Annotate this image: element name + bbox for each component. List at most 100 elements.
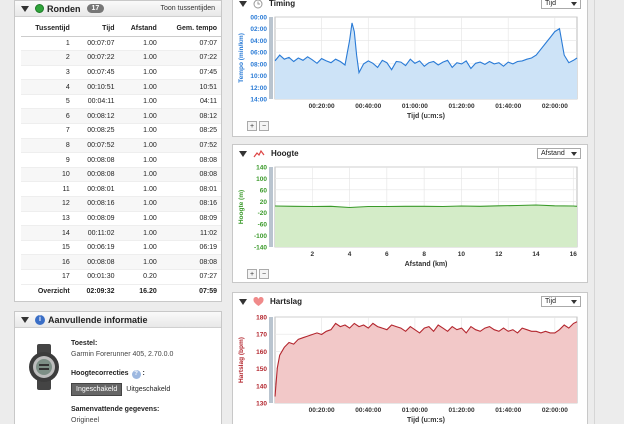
heartrate-header: Hartslag Tijd — [233, 293, 587, 310]
table-cell: 1.00 — [118, 152, 161, 168]
elevation-panel: Hoogte Afstand 140 100 60 20 -20 -60 -100 -140 2… — [232, 144, 588, 283]
summary-value: Origineel — [71, 417, 100, 424]
elevation-off-option[interactable]: Uitgeschakeld — [126, 386, 171, 393]
axis-scroll-strip — [269, 167, 273, 247]
table-row: 10 00:08:08 1.00 08:08 — [21, 167, 221, 183]
timing-zoom: + − — [247, 121, 269, 131]
zoom-out-icon[interactable]: − — [259, 121, 269, 131]
heartrate-chart[interactable]: 180 170 160 150 140 130 00:20:00 00:40:00 01:00:… — [233, 311, 587, 424]
table-row: 14 00:11:02 1.00 11:02 — [21, 225, 221, 241]
summary-row: Overzicht 02:09:32 16.20 07:59 — [21, 283, 221, 299]
collapse-triangle-icon[interactable] — [239, 298, 247, 305]
table-cell: 00:07:45 — [73, 65, 119, 81]
table-cell: 00:01:30 — [73, 269, 119, 285]
table-cell: 08:08 — [160, 167, 221, 183]
show-splits-link[interactable]: Toon tussentijden — [160, 5, 215, 12]
table-cell: 00:11:02 — [73, 225, 119, 241]
table-cell: 16 — [21, 254, 74, 270]
table-cell: 07:27 — [160, 269, 221, 285]
y-tick-label: -100 — [254, 233, 267, 240]
y-tick-label: 00:00 — [250, 15, 267, 22]
y-tick-label: 12:00 — [250, 85, 267, 92]
heart-icon — [253, 296, 264, 306]
timing-axis-select[interactable]: Tijd — [541, 0, 581, 9]
elevation-title: Hoogte — [271, 149, 299, 158]
zoom-out-icon[interactable]: − — [259, 269, 269, 279]
x-tick-label: 14 — [532, 251, 540, 258]
x-tick-label: 01:20:00 — [449, 103, 475, 110]
y-tick-label: 180 — [256, 315, 267, 322]
summary-cell: 07:59 — [160, 283, 221, 299]
summary-cell: 16.20 — [118, 283, 161, 299]
table-cell: 08:09 — [160, 211, 221, 227]
heartrate-title: Hartslag — [270, 297, 303, 306]
laps-column-header[interactable]: Gem. tempo — [160, 22, 221, 37]
collapse-triangle-icon[interactable] — [239, 0, 247, 7]
collapse-triangle-icon[interactable] — [21, 5, 29, 12]
elevation-chart[interactable]: 140 100 60 20 -20 -60 -100 -140 2 4 6 8 10 12 14 16 Afst… — [233, 163, 587, 273]
elevation-icon — [253, 149, 265, 157]
table-row: 16 00:08:08 1.00 08:08 — [21, 254, 221, 270]
x-tick-label: 00:20:00 — [309, 103, 335, 110]
heartrate-panel: Hartslag Tijd 180 170 160 150 140 130 00:20:00… — [232, 292, 588, 424]
table-cell: 00:08:16 — [73, 196, 119, 212]
table-cell: 11 — [21, 181, 74, 198]
y-axis-label: Hoogte (m) — [238, 190, 245, 224]
elevation-axis-select[interactable]: Afstand — [537, 148, 581, 159]
table-cell: 1.00 — [118, 225, 161, 241]
table-row: 15 00:06:19 1.00 06:19 — [21, 240, 221, 256]
x-axis-label: Tijd (u:m:s) — [407, 417, 445, 424]
info-panel-header: i Aanvullende informatie — [15, 312, 221, 328]
laps-column-header[interactable]: Tussentijd — [21, 22, 74, 37]
table-cell: 08:08 — [160, 254, 221, 270]
table-cell: 17 — [21, 269, 74, 285]
x-tick-label: 12 — [495, 251, 503, 258]
zoom-in-icon[interactable]: + — [247, 269, 257, 279]
table-cell: 04:11 — [160, 94, 221, 110]
timing-panel: Timing Tijd 00:00 02:00 04:00 06:00 08:00 10:… — [232, 0, 588, 137]
table-cell: 1.00 — [118, 138, 161, 154]
table-cell: 00:04:11 — [73, 94, 119, 110]
timing-chart[interactable]: 00:00 02:00 04:00 06:00 08:00 10:00 12:00 14:00… — [233, 15, 587, 123]
table-cell: 00:08:25 — [73, 123, 119, 139]
elevation-label: Hoogtecorrecties — [71, 370, 129, 377]
table-cell: 07:07 — [160, 36, 221, 52]
collapse-triangle-icon[interactable] — [239, 150, 247, 157]
elevation-toggle[interactable]: Ingeschakeld Uitgeschakeld — [71, 383, 221, 396]
y-tick-label: 160 — [256, 349, 267, 356]
laps-count-badge: 17 — [86, 4, 105, 13]
device-value: Garmin Forerunner 405, 2.70.0.0 — [71, 351, 174, 358]
info-panel: i Aanvullende informatie Toestel: Garmin… — [14, 311, 222, 424]
y-tick-label: 150 — [256, 366, 267, 373]
zoom-in-icon[interactable]: + — [247, 121, 257, 131]
table-row: 7 00:08:25 1.00 08:25 — [21, 123, 221, 139]
table-cell: 08:25 — [160, 123, 221, 139]
watch-icon — [29, 344, 59, 390]
collapse-triangle-icon[interactable] — [21, 316, 29, 323]
table-cell: 5 — [21, 94, 74, 110]
table-cell: 13 — [21, 211, 74, 227]
laps-column-header[interactable]: Tijd — [73, 22, 119, 37]
table-cell: 00:08:12 — [73, 108, 119, 125]
y-tick-label: -140 — [254, 245, 267, 252]
axis-scroll-strip — [269, 17, 273, 99]
table-cell: 00:08:09 — [73, 211, 119, 227]
series-line — [274, 321, 578, 397]
x-tick-label: 6 — [385, 251, 389, 258]
x-tick-label: 2 — [310, 251, 314, 258]
heartrate-axis-select[interactable]: Tijd — [541, 296, 581, 307]
table-cell: 10 — [21, 167, 74, 183]
y-tick-label: 02:00 — [250, 26, 267, 33]
help-icon[interactable]: ? — [131, 370, 141, 379]
x-tick-label: 16 — [570, 251, 578, 258]
x-tick-label: 00:40:00 — [355, 103, 381, 110]
elevation-on-option[interactable]: Ingeschakeld — [71, 383, 123, 396]
table-cell: 10:51 — [160, 79, 221, 95]
y-tick-label: 170 — [256, 332, 267, 339]
laps-column-header[interactable]: Afstand — [118, 22, 161, 37]
series-area — [275, 205, 577, 247]
elevation-header: Hoogte Afstand — [233, 145, 587, 162]
elevation-label-row: Hoogtecorrecties? : — [71, 370, 145, 379]
x-tick-label: 10 — [458, 251, 466, 258]
table-cell: 1.00 — [118, 123, 161, 139]
